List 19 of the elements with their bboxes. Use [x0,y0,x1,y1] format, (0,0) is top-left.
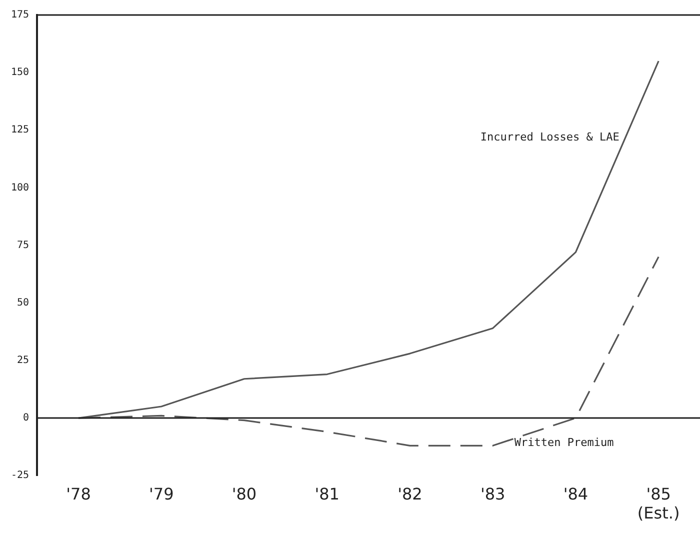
series-label: Incurred Losses & LAE [480,130,620,144]
y-tick-label: 25 [17,355,30,366]
y-tick-label: 0 [23,412,30,424]
x-tick-label: '82 [398,484,422,504]
y-tick-label: 150 [11,67,30,78]
y-tick-label: 175 [11,10,30,21]
x-tick-label: '79 [148,484,174,504]
y-tick-label: 50 [17,297,30,308]
x-tick-label: '81 [314,484,340,504]
x-tick-label: '85 (Est.) [637,484,680,523]
y-tick-label: 75 [17,240,30,251]
y-tick-label: -25 [11,470,30,482]
x-tick-label: '80 [232,484,257,504]
x-tick-label: '83 [480,484,506,504]
y-tick-label: 125 [11,124,30,136]
series-label: Written Premium [514,436,614,450]
x-tick-label: '84 [563,484,588,504]
y-tick-label: 100 [11,182,30,194]
x-tick-label: '78 [66,484,91,504]
